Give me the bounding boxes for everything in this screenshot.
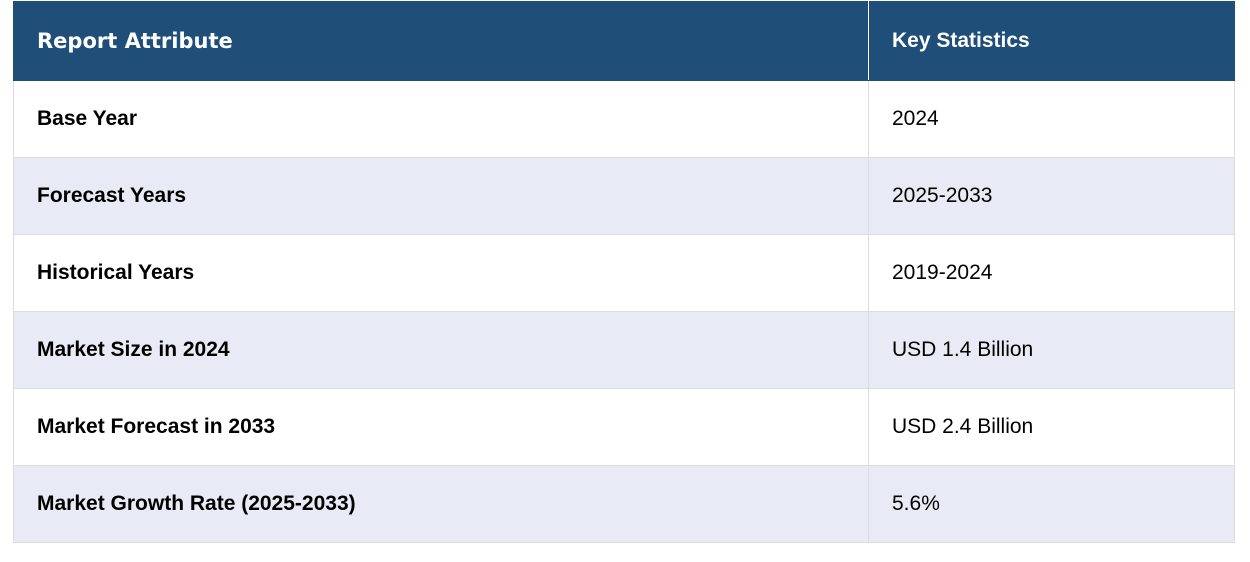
value-cell: 2025-2033 <box>868 157 1235 235</box>
table-row: Historical Years 2019-2024 <box>13 234 1235 312</box>
header-row: Report Attribute Key Statistics <box>13 1 1235 81</box>
table-row: Market Forecast in 2033 USD 2.4 Billion <box>13 388 1235 466</box>
value-cell: 2024 <box>868 80 1235 158</box>
header-cell: Report Attribute <box>13 1 869 81</box>
attribute-cell: Market Forecast in 2033 <box>13 388 869 466</box>
stats-table: Report Attribute Key Statistics Base Year… <box>13 1 1235 543</box>
value-cell: 5.6% <box>868 465 1235 543</box>
attribute-cell: Market Growth Rate (2025-2033) <box>13 465 869 543</box>
attribute-cell: Market Size in 2024 <box>13 311 869 389</box>
value-cell: 2019-2024 <box>868 234 1235 312</box>
table-row: Forecast Years 2025-2033 <box>13 157 1235 235</box>
header-cell: Key Statistics <box>868 1 1235 81</box>
attribute-cell: Historical Years <box>13 234 869 312</box>
value-cell: USD 1.4 Billion <box>868 311 1235 389</box>
attribute-cell: Forecast Years <box>13 157 869 235</box>
table-row: Market Growth Rate (2025-2033) 5.6% <box>13 465 1235 543</box>
attribute-cell: Base Year <box>13 80 869 158</box>
value-cell: USD 2.4 Billion <box>868 388 1235 466</box>
table-row: Market Size in 2024 USD 1.4 Billion <box>13 311 1235 389</box>
table-row: Base Year 2024 <box>13 80 1235 158</box>
